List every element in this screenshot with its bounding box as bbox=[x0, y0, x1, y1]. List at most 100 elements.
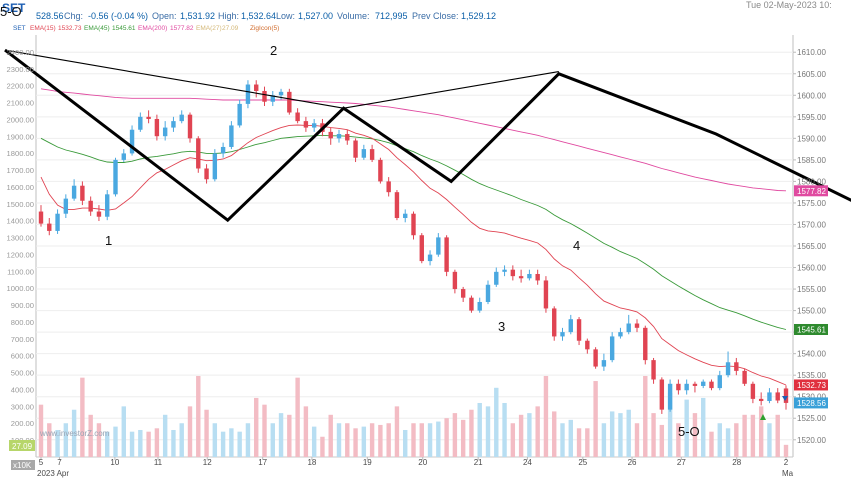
volume-bar bbox=[378, 424, 383, 457]
grid bbox=[36, 51, 793, 441]
candle-body bbox=[585, 340, 590, 350]
candle-body bbox=[676, 383, 681, 391]
legend-ema200[interactable]: EMA(200) bbox=[138, 25, 167, 32]
volume-bar bbox=[361, 426, 367, 457]
header-date: Tue 02-May-2023 10: bbox=[746, 0, 832, 10]
volume-bar bbox=[576, 428, 582, 457]
price-tick-label: 1550.00 bbox=[797, 307, 826, 316]
candle-body bbox=[527, 273, 532, 279]
candle-body bbox=[129, 129, 135, 154]
price-tick-label: 1595.00 bbox=[797, 113, 826, 122]
open-value: 1,531.92 bbox=[180, 11, 215, 21]
candle-body bbox=[270, 95, 275, 102]
candle-body bbox=[734, 362, 739, 371]
volume-bar bbox=[138, 429, 143, 457]
volume-bar bbox=[717, 423, 722, 457]
volume-bar bbox=[444, 418, 449, 457]
candle-body bbox=[767, 392, 772, 402]
candle-body bbox=[96, 211, 102, 217]
legend-ema15[interactable]: EMA(15) bbox=[30, 25, 56, 32]
candle-body bbox=[444, 237, 449, 272]
volume-bar bbox=[494, 387, 499, 457]
header-bar: SET 528.56 Chg: -0.56 (-0.04 %) Open: 1,… bbox=[2, 0, 832, 21]
volume-bar bbox=[634, 423, 640, 457]
candle-body bbox=[336, 134, 342, 139]
price-tick-label: 1560.00 bbox=[797, 264, 826, 273]
last-price-tag-text: 1528.56 bbox=[797, 399, 826, 408]
volume-bar bbox=[353, 428, 358, 457]
volume-tick-label: 1300.00 bbox=[7, 234, 34, 243]
volume-tick-label: 1000.00 bbox=[7, 284, 34, 293]
volume-bar bbox=[618, 413, 623, 457]
candle-body bbox=[204, 168, 209, 180]
volume-bar bbox=[237, 431, 242, 457]
volume-bar bbox=[651, 413, 656, 457]
candle-body bbox=[725, 362, 731, 376]
volume-bar bbox=[734, 423, 739, 457]
volume-bar bbox=[684, 399, 689, 457]
zigzag-wave-lines bbox=[4, 48, 851, 223]
volume-unit-text: x10K bbox=[13, 461, 32, 470]
date-tick-label: 27 bbox=[677, 458, 686, 467]
volume-bar bbox=[403, 429, 408, 457]
volume-tick-label: 200.00 bbox=[11, 419, 34, 428]
volume-bar bbox=[270, 423, 275, 457]
legend-ema27[interactable]: EMA(27) bbox=[196, 25, 222, 32]
candle-body bbox=[485, 284, 491, 302]
candle-body bbox=[717, 375, 722, 389]
legend-zigzag[interactable]: ZigIcon(5) bbox=[250, 25, 279, 32]
candle-body bbox=[303, 121, 309, 128]
ema15-line bbox=[40, 124, 787, 386]
zigzag-wave-path bbox=[4, 48, 851, 223]
candle-body bbox=[146, 116, 151, 119]
wave-label-4: 4 bbox=[573, 238, 580, 253]
date-axis[interactable]: 5 7 10 11 12 17 18 19 20 21 24 25 26 27 28 2 2023 Apr Ma bbox=[37, 457, 794, 478]
volume-bar bbox=[585, 428, 590, 457]
high-value: 1,532.64 bbox=[241, 11, 276, 21]
legend-set: SET bbox=[13, 25, 26, 32]
price-tick-label: 1585.00 bbox=[797, 156, 826, 165]
volume-bar bbox=[436, 421, 441, 457]
volume-bar bbox=[146, 431, 151, 457]
volume-bar bbox=[469, 409, 474, 457]
volume-ema-tag-text: 27.09 bbox=[12, 442, 33, 451]
candle-body bbox=[742, 370, 747, 384]
candle-body bbox=[361, 149, 367, 158]
candle-body bbox=[162, 127, 168, 137]
volume-bar bbox=[701, 397, 706, 457]
volume-unit-tag: x10K bbox=[11, 460, 35, 470]
volume-bar bbox=[47, 423, 52, 457]
volume-bar bbox=[659, 424, 665, 457]
volume-bar bbox=[783, 444, 789, 457]
volume-tick-label: 2000.00 bbox=[7, 115, 34, 124]
candle-body bbox=[212, 153, 218, 180]
wave-labels: 5-O 1 2 3 4 5-O bbox=[0, 4, 700, 439]
price-tick-label: 1590.00 bbox=[797, 134, 826, 143]
candle-body bbox=[220, 146, 226, 154]
volume-bar bbox=[709, 431, 714, 457]
volume-bar bbox=[568, 419, 573, 457]
volume-value: 712,995 bbox=[375, 11, 408, 21]
legend-ema45[interactable]: EMA(45) bbox=[84, 25, 110, 32]
candle-body bbox=[502, 269, 507, 272]
candle-body bbox=[386, 181, 391, 193]
volume-tick-label: 2300.00 bbox=[7, 65, 34, 74]
symbol-label[interactable]: SET bbox=[2, 1, 26, 15]
volume-bar bbox=[196, 375, 201, 457]
candle-body bbox=[667, 383, 673, 410]
volume-bar bbox=[129, 431, 135, 457]
last-price-tag: 1528.56 bbox=[794, 397, 828, 409]
date-tick-label: 2 bbox=[784, 458, 789, 467]
candle-body bbox=[494, 271, 499, 285]
candle-body bbox=[378, 159, 383, 182]
trend-line bbox=[343, 71, 559, 109]
volume-bar bbox=[460, 419, 466, 457]
candle-body bbox=[609, 336, 615, 361]
volume-tick-label: 1500.00 bbox=[7, 200, 34, 209]
price-tick-label: 1570.00 bbox=[797, 220, 826, 229]
volume-tick-label: 300.00 bbox=[11, 402, 34, 411]
prev-close-label: Prev Close: bbox=[412, 11, 459, 21]
candle-body bbox=[783, 388, 789, 403]
candle-body bbox=[47, 223, 52, 231]
